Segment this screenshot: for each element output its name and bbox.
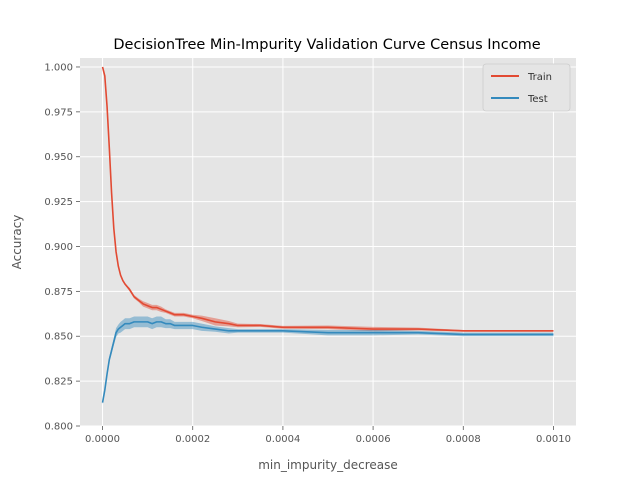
plot-area [80, 58, 576, 426]
y-tick-label: 0.800 [44, 422, 73, 433]
grid-lines [80, 58, 576, 427]
legend-label-test: Test [527, 94, 548, 105]
y-tick-label: 1.000 [44, 62, 73, 73]
x-tick-label: 0.0006 [356, 434, 391, 445]
y-tick-label: 0.850 [44, 332, 73, 343]
series-lines [101, 66, 554, 403]
x-axis-ticks: 0.0000 0.0002 0.0004 0.0006 0.0008 0.0010 [85, 426, 571, 445]
y-tick-label: 0.925 [44, 197, 73, 208]
x-tick-label: 0.0004 [265, 434, 300, 445]
y-axis-label: Accuracy [10, 215, 24, 270]
y-tick-label: 0.975 [44, 107, 73, 118]
chart-title: DecisionTree Min-Impurity Validation Cur… [113, 37, 540, 53]
x-tick-label: 0.0008 [446, 434, 481, 445]
chart-legend: Train Test [482, 63, 571, 112]
x-tick-label: 0.0000 [85, 434, 120, 445]
y-tick-label: 0.825 [44, 377, 73, 388]
x-tick-label: 0.0010 [536, 434, 571, 445]
y-tick-label: 0.950 [44, 152, 73, 163]
legend-label-train: Train [527, 72, 552, 83]
y-tick-label: 0.875 [44, 287, 73, 298]
band-test [102, 316, 554, 405]
y-axis-ticks: 0.800 0.825 0.850 0.875 0.900 0.925 0.950 0.975… [44, 62, 80, 433]
legend-box [482, 63, 571, 112]
x-tick-label: 0.0002 [175, 434, 210, 445]
x-axis-label: min_impurity_decrease [258, 458, 398, 472]
series-line-train [101, 66, 554, 332]
series-line-test [101, 321, 554, 403]
y-tick-label: 0.900 [44, 242, 73, 253]
